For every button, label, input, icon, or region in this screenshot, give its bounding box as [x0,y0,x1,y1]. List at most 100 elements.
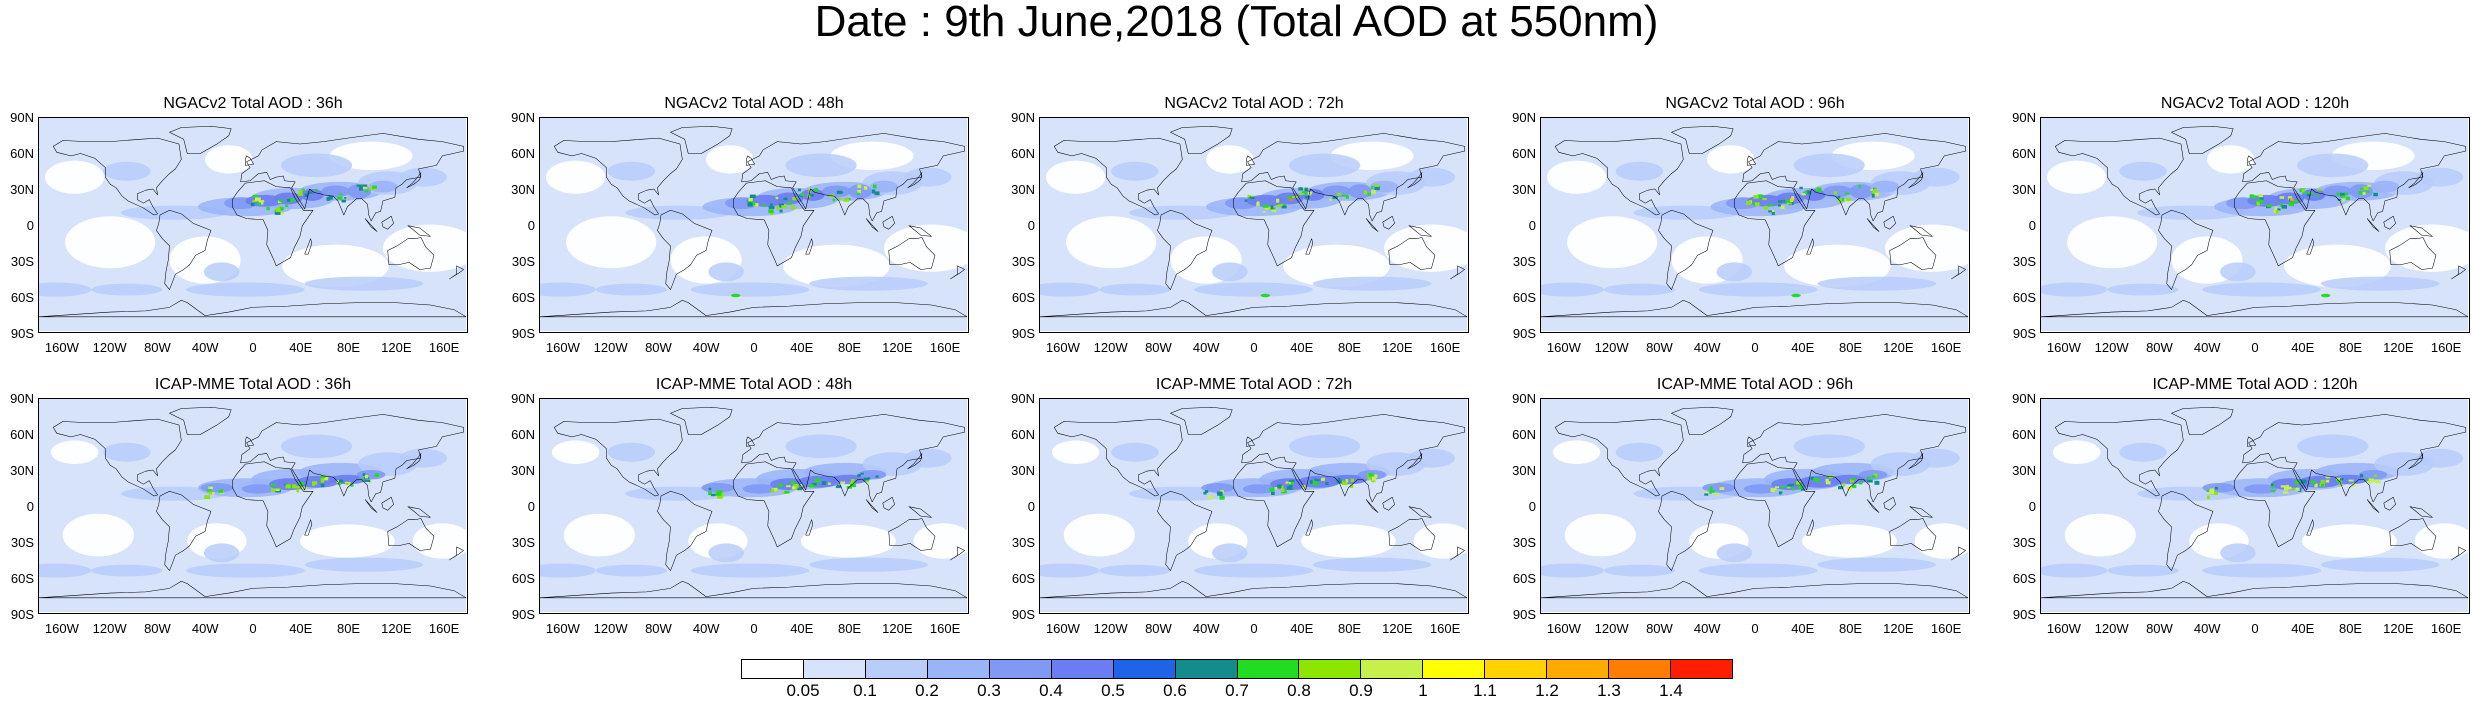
lat-tick-label: 60S [511,290,535,305]
lon-tick-label: 120W [2094,621,2129,636]
lon-tick-label: 0 [2251,340,2259,355]
lon-tick-label: 40E [790,340,814,355]
lon-tick-label: 120W [593,621,628,636]
lat-tick-label: 30S [1011,254,1035,269]
lat-tick-label: 90S [511,326,535,341]
panel-title: ICAP-MME Total AOD : 72h [1155,376,1353,393]
colorbar-box [1609,660,1672,678]
colorbar [741,659,1733,679]
lon-tick-label: 80E [336,621,361,636]
lat-tick-label: 90N [10,391,34,406]
lon-tick-label: 80E [837,340,862,355]
lon-tick-label: 120E [381,340,412,355]
lon-tick-label: 40W [2193,340,2221,355]
lon-tick-label: 160E [1930,340,1962,355]
panel-title: NGACv2 Total AOD : 96h [1665,95,1845,112]
colorbar-box [865,660,928,678]
colorbar-box [1299,660,1362,678]
lon-tick-label: 0 [249,340,257,355]
aod-map-svg [2041,118,2468,331]
lon-tick-label: 40W [191,621,219,636]
colorbar-label: 0.8 [1287,681,1311,700]
lon-tick-label: 120W [1594,621,1629,636]
lon-tick-label: 160E [2430,621,2462,636]
lon-tick-label: 160E [1429,621,1461,636]
lat-tick-label: 60S [1512,290,1536,305]
lat-tick-label: 60N [10,146,34,161]
lon-tick-label: 160W [2046,340,2081,355]
lon-tick-label: 120E [1382,340,1413,355]
lat-tick-label: 30N [511,463,535,478]
aod-map-svg [39,118,466,331]
lat-tick-label: 60N [1512,146,1536,161]
colorbar-label: 0.7 [1225,681,1249,700]
colorbar-box [803,660,866,678]
aod-map [1039,398,1469,614]
lat-tick-label: 60S [10,571,34,586]
colorbar-label: 0.2 [915,681,939,700]
lat-tick-label: 90N [511,391,535,406]
aod-map [1540,117,1970,333]
lon-tick-label: 40E [790,621,814,636]
lon-tick-label: 40E [1791,621,1815,636]
lat-tick-label: 0 [527,218,535,233]
lat-tick-label: 0 [1528,218,1536,233]
lon-tick-label: 80E [837,621,862,636]
lat-tick-label: 30S [511,535,535,550]
lat-tick-label: 30N [1512,463,1536,478]
lon-tick-label: 80W [2146,340,2173,355]
lat-tick-label: 60S [1011,290,1035,305]
lat-tick-label: 90S [1011,326,1035,341]
lon-tick-label: 0 [1751,621,1759,636]
lat-tick-label: 30N [1011,463,1035,478]
lat-tick-label: 30S [1512,254,1536,269]
lat-tick-label: 90N [1011,110,1035,125]
aod-map-svg [1541,118,1968,331]
lon-tick-label: 120E [882,621,913,636]
lon-tick-label: 120E [2383,621,2414,636]
lat-tick-label: 90N [10,110,34,125]
lon-tick-label: 80E [1838,621,1863,636]
lon-tick-label: 160E [428,621,460,636]
lon-tick-label: 40W [692,340,720,355]
lat-tick-label: 30S [10,254,34,269]
lon-tick-label: 80W [645,621,672,636]
colorbar-label: 0.6 [1163,681,1187,700]
lon-tick-label: 0 [2251,621,2259,636]
lat-tick-label: 90N [2012,391,2036,406]
aod-map [539,398,969,614]
lon-tick-label: 120E [882,340,913,355]
lon-tick-label: 160W [44,340,79,355]
lon-tick-label: 80W [144,621,171,636]
lon-tick-label: 160E [1930,621,1962,636]
aod-map [1039,117,1469,333]
aod-map [38,117,468,333]
colorbar-label: 0.1 [853,681,877,700]
lat-tick-label: 0 [1027,499,1035,514]
aod-map-svg [1541,399,1968,612]
lon-tick-label: 40W [2193,621,2221,636]
lat-tick-label: 0 [26,499,34,514]
colorbar-box [1671,660,1732,678]
lon-tick-label: 160W [545,340,580,355]
lon-tick-label: 0 [249,621,257,636]
lon-tick-label: 40W [1192,340,1220,355]
lat-tick-label: 30N [10,463,34,478]
lon-tick-label: 80W [1145,621,1172,636]
lon-tick-label: 120W [2094,340,2129,355]
lat-tick-label: 60N [10,427,34,442]
colorbar-label: 0.3 [977,681,1001,700]
lon-tick-label: 80E [1337,340,1362,355]
lon-tick-label: 0 [1250,340,1258,355]
colorbar-box [1485,660,1548,678]
lon-tick-label: 80W [1646,621,1673,636]
lat-tick-label: 30N [511,182,535,197]
colorbar-box [742,660,804,678]
lon-tick-label: 80W [2146,621,2173,636]
colorbar-box [1175,660,1238,678]
lat-tick-label: 90S [10,607,34,622]
lat-tick-label: 30S [1011,535,1035,550]
aod-map [1540,398,1970,614]
lat-tick-label: 30N [2012,463,2036,478]
lon-tick-label: 40E [2291,340,2315,355]
